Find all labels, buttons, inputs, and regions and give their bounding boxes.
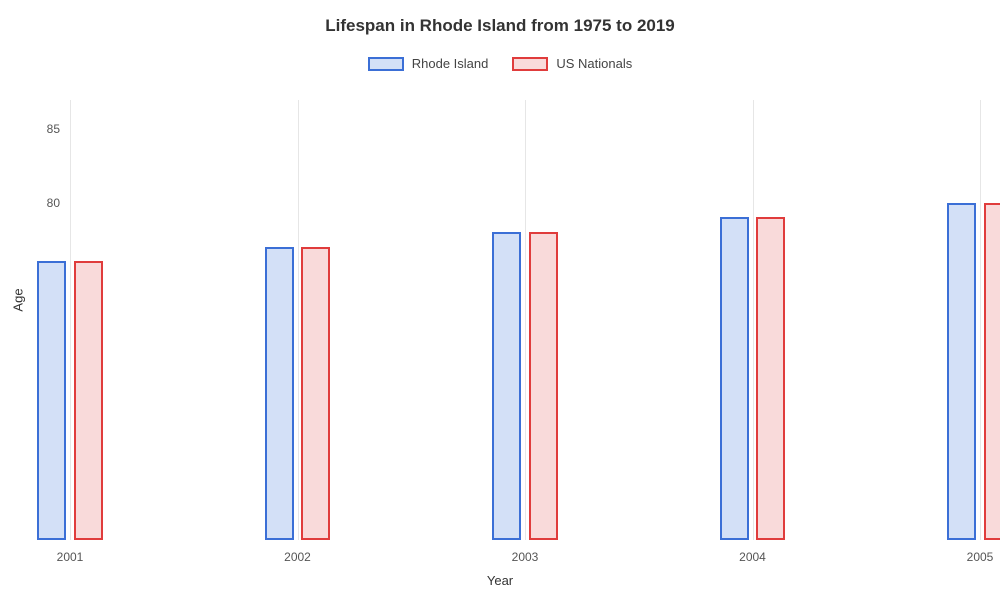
- gridline-vertical: [70, 100, 71, 540]
- gridline-vertical: [980, 100, 981, 540]
- y-axis-label: Age: [11, 288, 26, 311]
- gridline-vertical: [525, 100, 526, 540]
- legend-label: US Nationals: [556, 56, 632, 71]
- legend: Rhode Island US Nationals: [0, 56, 1000, 71]
- y-tick-label: 80: [47, 196, 60, 210]
- legend-swatch-icon: [512, 57, 548, 71]
- x-tick-label: 2003: [512, 550, 539, 564]
- bar: [37, 261, 66, 540]
- plot-area: 20012002200320042005606570758085: [70, 100, 980, 540]
- bar: [947, 203, 976, 540]
- bar: [492, 232, 521, 540]
- legend-label: Rhode Island: [412, 56, 489, 71]
- y-tick-label: 85: [47, 122, 60, 136]
- gridline-vertical: [753, 100, 754, 540]
- bar: [756, 217, 785, 540]
- legend-item: Rhode Island: [368, 56, 489, 71]
- bar: [265, 247, 294, 540]
- x-tick-label: 2002: [284, 550, 311, 564]
- x-tick-label: 2004: [739, 550, 766, 564]
- x-tick-label: 2005: [967, 550, 994, 564]
- bar: [74, 261, 103, 540]
- bar: [301, 247, 330, 540]
- x-tick-label: 2001: [57, 550, 84, 564]
- bar: [529, 232, 558, 540]
- gridline-vertical: [298, 100, 299, 540]
- bar: [984, 203, 1000, 540]
- x-axis-label: Year: [487, 573, 513, 588]
- legend-item: US Nationals: [512, 56, 632, 71]
- bar: [720, 217, 749, 540]
- legend-swatch-icon: [368, 57, 404, 71]
- chart-title: Lifespan in Rhode Island from 1975 to 20…: [0, 0, 1000, 36]
